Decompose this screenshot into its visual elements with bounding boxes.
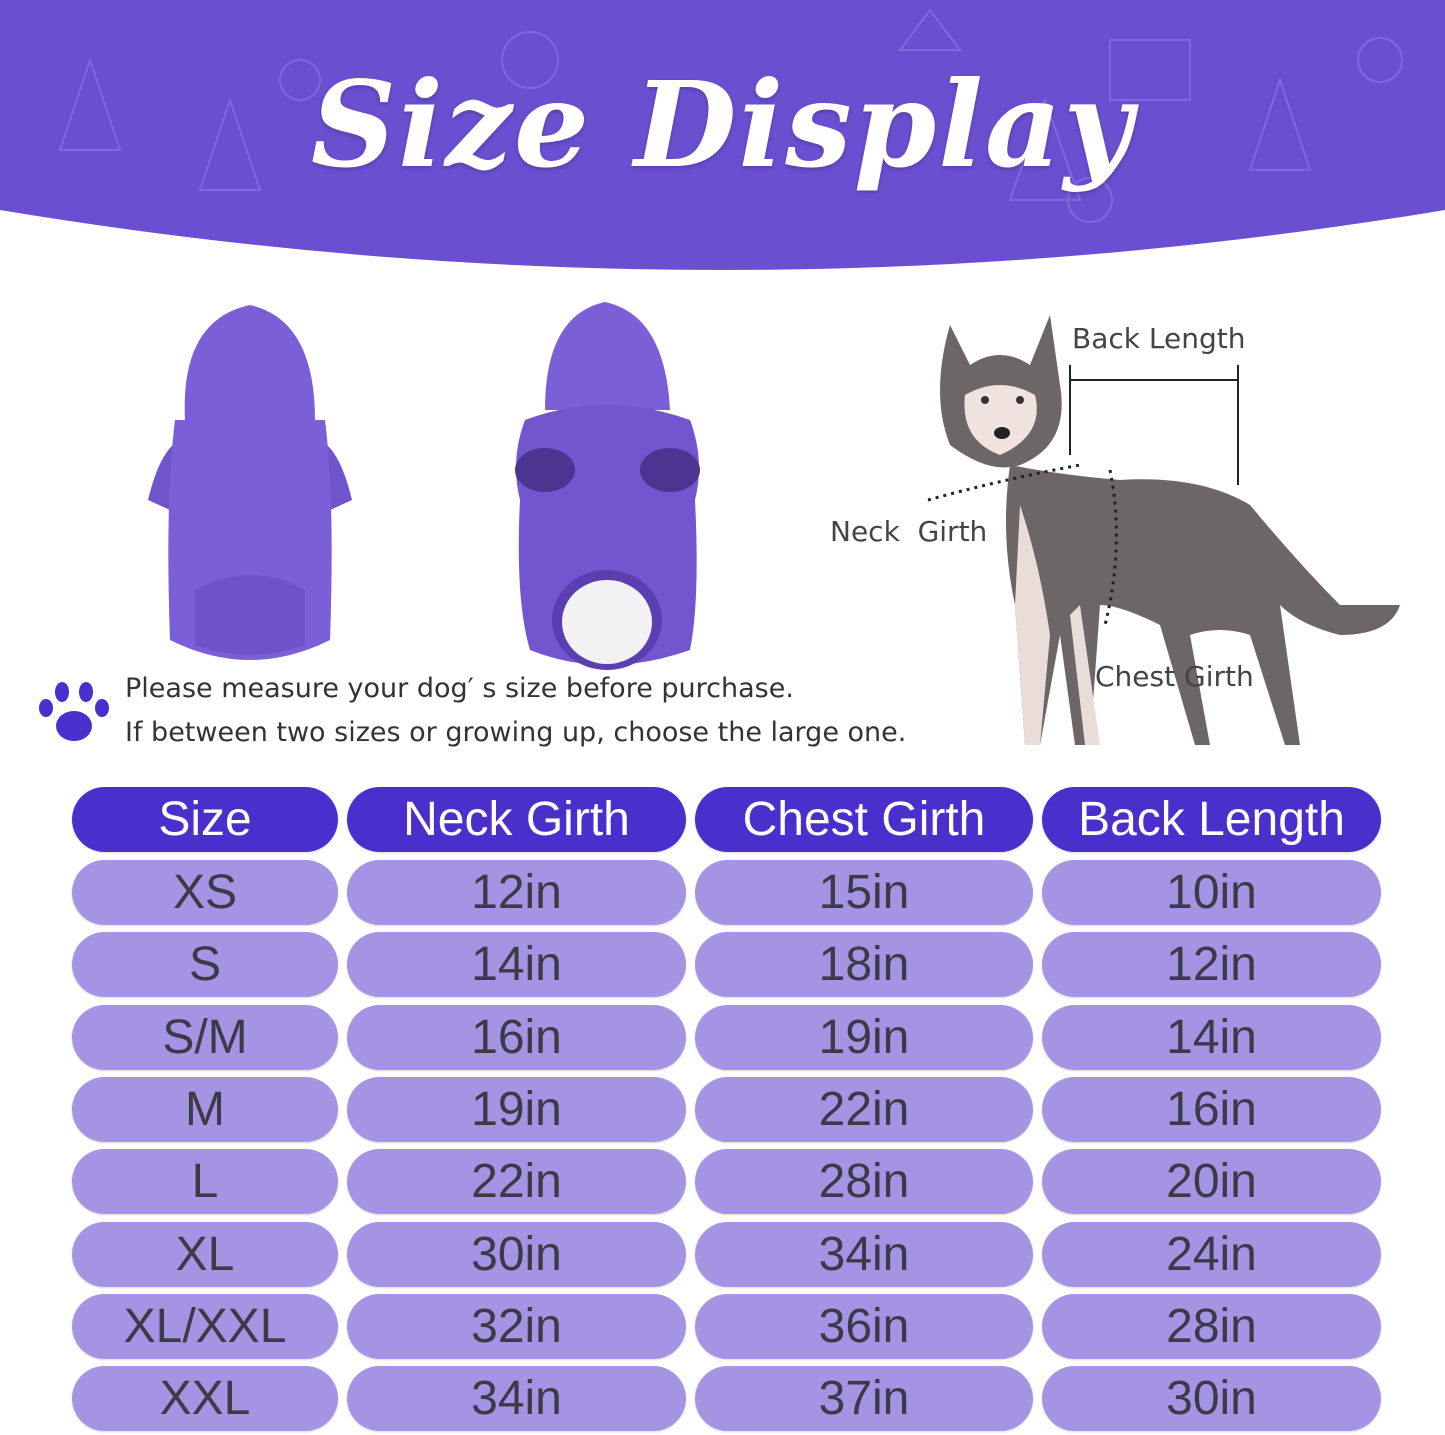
- hoodie-front-image: [515, 302, 700, 670]
- header-chest-girth: Chest Girth: [695, 787, 1033, 852]
- cell-neck-girth: 16in: [347, 1004, 686, 1070]
- chest-girth-label: Chest Girth: [1095, 660, 1254, 693]
- header-back-length: Back Length: [1042, 787, 1381, 852]
- cell-chest-girth: 18in: [695, 932, 1033, 998]
- cell-chest-girth: 19in: [695, 1004, 1033, 1070]
- back-length-label: Back Length: [1072, 322, 1246, 355]
- cell-size: XL: [72, 1221, 338, 1287]
- cell-size: S: [72, 932, 338, 998]
- banner-background: [0, 0, 1445, 270]
- cell-back-length: 16in: [1042, 1076, 1381, 1142]
- cell-neck-girth: 14in: [347, 932, 686, 998]
- cell-back-length: 30in: [1042, 1366, 1381, 1432]
- cell-size: S/M: [72, 1004, 338, 1070]
- cell-chest-girth: 37in: [695, 1366, 1033, 1432]
- header-neck-girth: Neck Girth: [347, 787, 686, 852]
- paw-icon: [39, 682, 109, 741]
- cell-neck-girth: 30in: [347, 1221, 686, 1287]
- cell-neck-girth: 12in: [347, 860, 686, 925]
- page-title: Size Display: [310, 55, 1135, 194]
- cell-size: XL/XXL: [72, 1293, 338, 1359]
- cell-chest-girth: 22in: [695, 1076, 1033, 1142]
- cell-chest-girth: 28in: [695, 1149, 1033, 1215]
- header-size: Size: [72, 787, 338, 852]
- cell-neck-girth: 22in: [347, 1149, 686, 1215]
- cell-back-length: 12in: [1042, 932, 1381, 998]
- cell-chest-girth: 15in: [695, 860, 1033, 925]
- dog-measurement-image: [927, 315, 1400, 745]
- cell-neck-girth: 34in: [347, 1366, 686, 1432]
- cell-chest-girth: 34in: [695, 1221, 1033, 1287]
- measure-note: Please measure your dog′ s size before p…: [125, 673, 794, 704]
- cell-size: XXL: [72, 1366, 338, 1432]
- cell-back-length: 28in: [1042, 1293, 1381, 1359]
- cell-neck-girth: 19in: [347, 1076, 686, 1142]
- size-advice-note: If between two sizes or growing up, choo…: [125, 717, 907, 748]
- cell-size: L: [72, 1149, 338, 1215]
- cell-back-length: 14in: [1042, 1004, 1381, 1070]
- neck-girth-label: Neck Girth: [830, 515, 988, 548]
- cell-back-length: 24in: [1042, 1221, 1381, 1287]
- cell-back-length: 20in: [1042, 1149, 1381, 1215]
- cell-size: XS: [72, 860, 338, 925]
- cell-size: M: [72, 1076, 338, 1142]
- cell-chest-girth: 36in: [695, 1293, 1033, 1359]
- cell-back-length: 10in: [1042, 860, 1381, 925]
- cell-neck-girth: 32in: [347, 1293, 686, 1359]
- hoodie-back-image: [148, 305, 352, 660]
